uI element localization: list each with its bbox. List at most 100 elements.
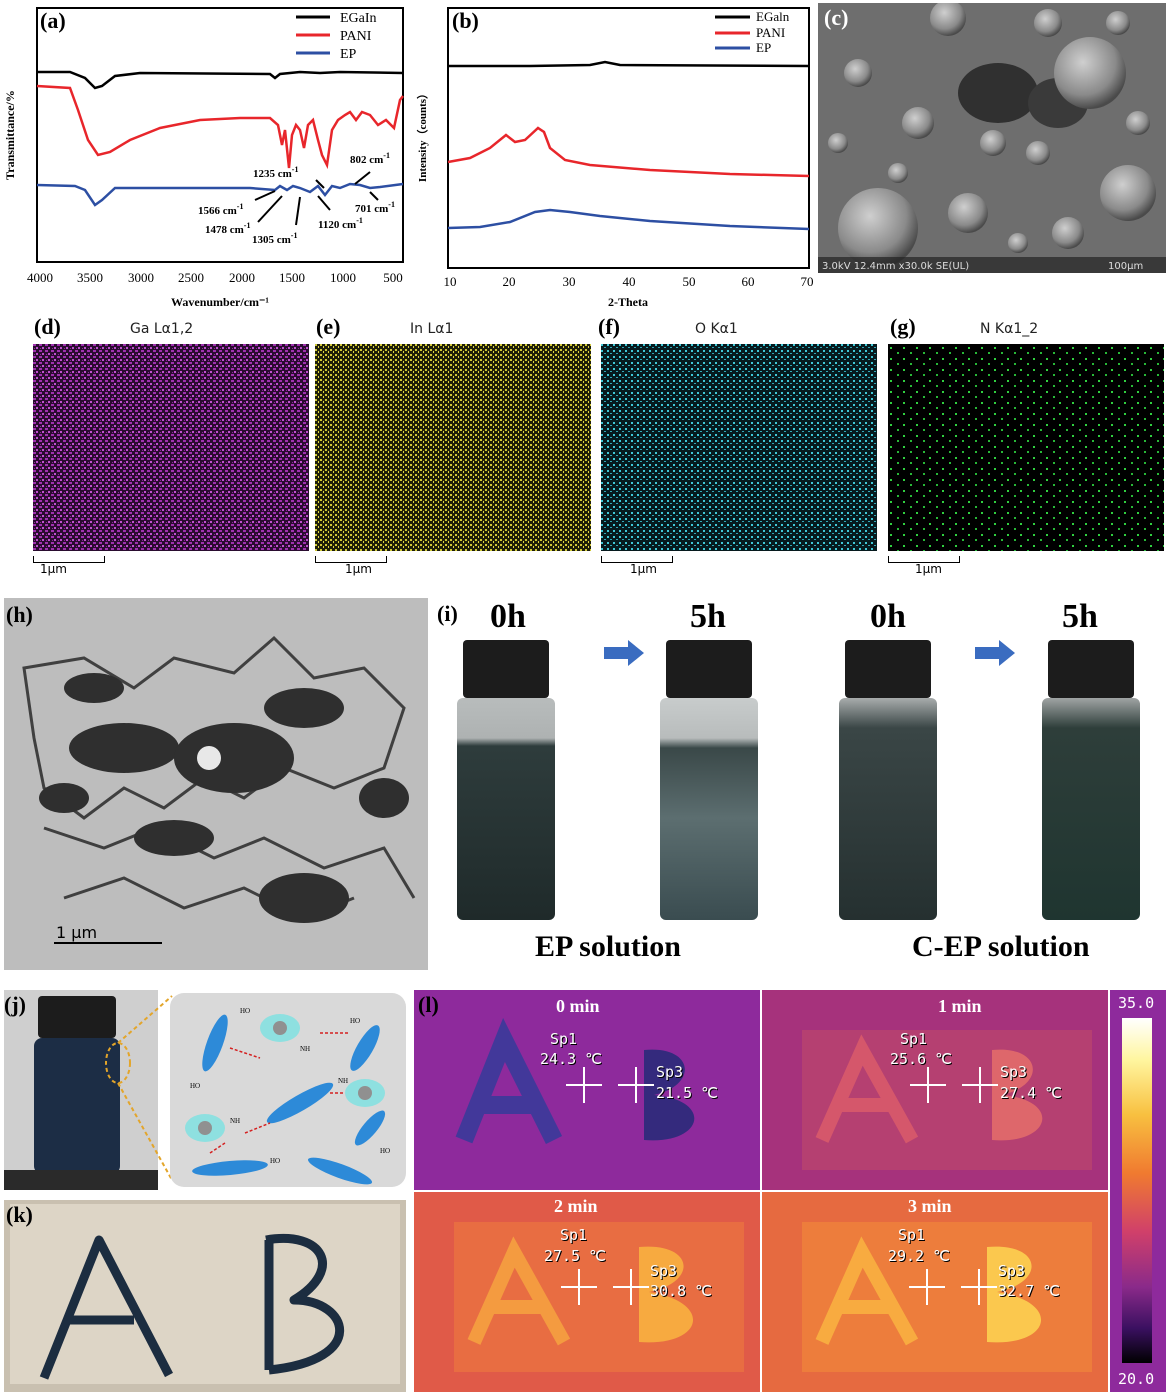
caption-cep: C-EP solution — [912, 930, 1090, 963]
svg-text:40: 40 — [623, 274, 636, 289]
ftir-egain-line — [37, 70, 404, 90]
map-in — [315, 344, 591, 551]
thermal-sp1-temp-0: 24.3 ℃ — [540, 1050, 602, 1068]
legend-ep: EP — [340, 47, 357, 62]
thermal-sp3-temp-1: 27.4 ℃ — [1000, 1084, 1062, 1102]
sem-scale: 100µm — [1108, 261, 1143, 272]
vial-2 — [658, 640, 760, 920]
letter-a-stroke — [39, 1235, 173, 1380]
ftir-pani-line — [36, 84, 404, 170]
thermal-frame-2: 2 min Sp1 27.5 ℃ Sp3 30.8 ℃ — [414, 1192, 760, 1392]
tem-scale-text: 1 µm — [56, 923, 97, 942]
ann-1305: 1305 cm-1 — [252, 231, 297, 246]
thermal-frame-0: 0 min Sp1 24.3 ℃ Sp3 21.5 ℃ (l) — [414, 990, 760, 1190]
map-o — [601, 344, 877, 551]
caption-ep: EP solution — [535, 930, 681, 963]
ftir-xlabel: Wavenumber/cm⁻¹ — [171, 295, 269, 309]
label-h: (h) — [6, 602, 33, 627]
svg-text:1000: 1000 — [330, 270, 356, 285]
label-k: (k) — [6, 1202, 33, 1227]
thermal-sp1-temp-1: 25.6 ℃ — [890, 1050, 952, 1068]
panel-l-thermal: 0 min Sp1 24.3 ℃ Sp3 21.5 ℃ (l) 1 min Sp… — [414, 990, 1108, 1392]
xrd-pani-line — [447, 126, 810, 178]
svg-text:3000: 3000 — [128, 270, 154, 285]
svg-text:1500: 1500 — [279, 270, 305, 285]
vial-3 — [837, 640, 939, 920]
xrd-egaln-line — [448, 60, 810, 68]
thermal-time-1: 1 min — [938, 996, 982, 1016]
schematic-ho-1: HO — [240, 1007, 250, 1015]
panel-j-photo: (j) — [4, 990, 158, 1190]
label-f: (f) — [598, 314, 620, 339]
vial-1 — [455, 640, 557, 920]
thermal-time-0: 0 min — [556, 996, 600, 1016]
legend-ep-b: EP — [756, 40, 771, 55]
legend-pani: PANI — [340, 29, 372, 44]
thermal-sp1-label-1: Sp1 — [900, 1030, 928, 1048]
map-ga — [33, 344, 309, 551]
thermal-sp1-temp-2: 27.5 ℃ — [544, 1247, 606, 1265]
svg-text:70: 70 — [801, 274, 814, 289]
svg-text:60: 60 — [742, 274, 755, 289]
thermal-frame-3: 3 min Sp1 29.2 ℃ Sp3 32.7 ℃ — [762, 1192, 1108, 1392]
ann-1120: 1120 cm-1 — [318, 216, 363, 231]
scalebar-g — [888, 556, 960, 563]
vial-time-2: 5h — [690, 598, 726, 635]
legend-pani-b: PANI — [756, 25, 785, 40]
label-j: (j) — [4, 992, 26, 1017]
legend-egaln: EGaln — [756, 9, 790, 24]
ann-1566: 1566 cm-1 — [198, 202, 243, 217]
scalebar-d — [33, 556, 105, 563]
scale-text-e: 1µm — [345, 562, 372, 576]
xrd-ep-line — [447, 208, 810, 231]
label-b: (b) — [452, 8, 479, 33]
thermal-time-2: 2 min — [554, 1196, 598, 1216]
label-e: (e) — [316, 314, 341, 339]
label-a: (a) — [40, 8, 66, 33]
scale-text-g: 1µm — [915, 562, 942, 576]
thermal-sp1-temp-3: 29.2 ℃ — [888, 1247, 950, 1265]
svg-text:10: 10 — [444, 274, 457, 289]
ftir-ep-line — [36, 182, 404, 207]
map-n — [888, 344, 1164, 551]
thermal-sp3-label-3: Sp3 — [998, 1262, 1026, 1280]
label-l: (l) — [418, 992, 439, 1017]
ann-701: 701 cm-1 — [355, 200, 395, 215]
thermal-time-3: 3 min — [908, 1196, 952, 1216]
thermal-sp1-label-3: Sp1 — [898, 1226, 926, 1244]
thermal-sp1-label-0: Sp1 — [550, 1030, 578, 1048]
map-title-n: N Kα1_2 — [980, 321, 1039, 337]
scalebar-e — [315, 556, 387, 563]
schematic-nh-2: NH — [230, 1117, 240, 1125]
label-c: (c) — [824, 5, 849, 30]
ftir-x-ticks: 4000 3500 3000 2500 2000 1500 1000 500 — [27, 270, 403, 285]
ftir-chart: EGaIn PANI EP 1566 cm-1 1478 cm-1 1305 c… — [3, 7, 404, 309]
scale-text-d: 1µm — [40, 562, 67, 576]
ann-802: 802 cm-1 — [350, 151, 390, 166]
svg-text:20: 20 — [503, 274, 516, 289]
ann-1478: 1478 cm-1 — [205, 221, 250, 236]
colorbar-min: 20.0 — [1118, 1370, 1155, 1388]
svg-text:2000: 2000 — [229, 270, 255, 285]
scalebar-f — [601, 556, 673, 563]
panel-a: EGaIn PANI EP 1566 cm-1 1478 cm-1 1305 c… — [0, 0, 410, 310]
schematic-ho-3: HO — [350, 1017, 360, 1025]
thermal-sp3-label-0: Sp3 — [656, 1063, 684, 1081]
xrd-ylabel: Intensity（counts） — [416, 88, 429, 182]
arrow-2 — [975, 640, 1015, 666]
vial-time-1: 0h — [490, 598, 526, 635]
svg-text:30: 30 — [563, 274, 576, 289]
xrd-x-ticks: 10 20 30 40 50 60 70 — [444, 274, 814, 289]
thermal-frame-1: 1 min Sp1 25.6 ℃ Sp3 27.4 ℃ — [762, 990, 1108, 1190]
schematic-ho-2: HO — [190, 1082, 200, 1090]
svg-text:50: 50 — [683, 274, 696, 289]
thermal-sp3-label-2: Sp3 — [650, 1262, 678, 1280]
thermal-sp3-label-1: Sp3 — [1000, 1063, 1028, 1081]
vial-time-3: 0h — [870, 598, 906, 635]
arrow-1 — [604, 640, 644, 666]
colorbar-max: 35.0 — [1118, 994, 1155, 1012]
letter-b-stroke — [264, 1234, 344, 1375]
vial-time-4: 5h — [1062, 598, 1098, 635]
sem-image: 3.0kV 12.4mm x30.0k SE(UL) 100µm — [818, 3, 1166, 273]
schematic-nh-1: NH — [300, 1045, 310, 1053]
